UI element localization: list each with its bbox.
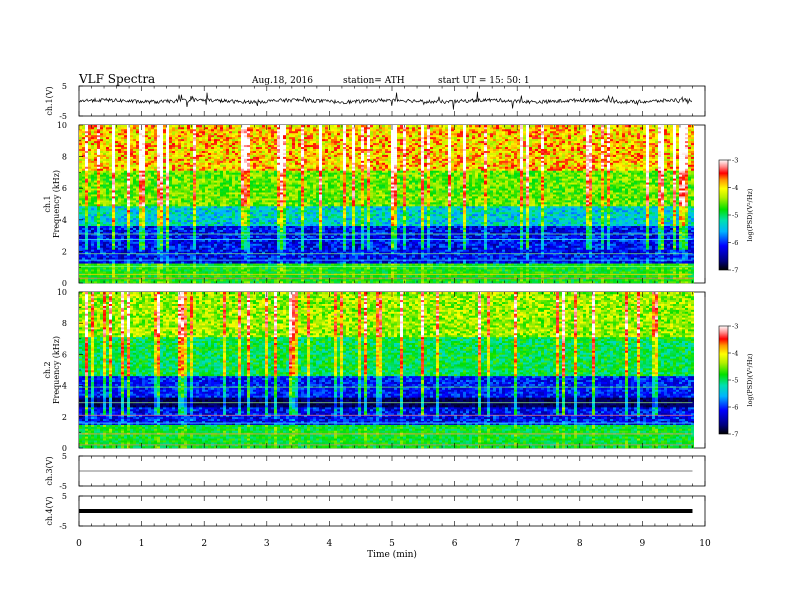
y-tick-label: 4 — [62, 382, 67, 391]
y-tick-label: 6 — [62, 350, 67, 359]
x-tick-label: 3 — [264, 539, 270, 549]
panel-channel-label: ch.2 — [43, 361, 52, 378]
x-tick-label: 8 — [577, 539, 583, 549]
y-tick-label: 0 — [62, 444, 67, 453]
date-label: Aug.18, 2016 — [251, 76, 313, 86]
colorbar-tick-label: -5 — [732, 212, 738, 220]
ch1-waveform-trace — [78, 91, 693, 110]
y-axis-label: ch.4(V) — [45, 496, 54, 525]
colorbar-tick-label: -6 — [732, 404, 738, 412]
start-time-label: start UT = 15: 50: 1 — [438, 76, 530, 86]
x-tick-label: 7 — [514, 539, 520, 549]
y-tick-label: 0 — [62, 279, 67, 288]
colorbar-tick-label: -7 — [732, 267, 738, 275]
colorbar — [718, 325, 729, 435]
y-axis-label: Frequency (kHz) — [52, 170, 61, 238]
y-tick-label: 2 — [62, 413, 67, 422]
y-tick-label: 5 — [62, 452, 67, 461]
figure-title: VLF Spectra — [78, 72, 155, 86]
x-tick-label: 4 — [327, 539, 333, 549]
y-tick-label: 10 — [57, 288, 67, 297]
colorbar-tick-label: -3 — [732, 157, 738, 165]
panel-channel-label: ch.1 — [43, 195, 52, 212]
y-tick-label: -5 — [59, 482, 67, 491]
y-tick-label: -5 — [59, 112, 67, 121]
y-tick-label: 2 — [62, 247, 67, 256]
y-tick-label: 4 — [62, 216, 67, 225]
ch1-spectrogram — [79, 125, 694, 284]
x-tick-label: 1 — [139, 539, 145, 549]
x-tick-label: 2 — [201, 539, 207, 549]
x-tick-label: 10 — [699, 539, 711, 549]
x-tick-label: 0 — [76, 539, 82, 549]
colorbar — [718, 159, 729, 271]
y-tick-label: 5 — [62, 492, 67, 501]
y-tick-label: 8 — [62, 319, 67, 328]
x-axis-label: Time (min) — [367, 549, 417, 560]
y-tick-label: -5 — [59, 522, 67, 531]
colorbar-tick-label: -3 — [732, 323, 738, 331]
y-axis-label: ch.3(V) — [45, 456, 54, 485]
colorbar-label: log(PSD)(V²/Hz) — [746, 353, 754, 406]
colorbar-tick-label: -6 — [732, 239, 738, 247]
y-tick-label: 6 — [62, 184, 67, 193]
ch2-spectrogram — [79, 292, 694, 449]
x-tick-label: 9 — [640, 539, 646, 549]
station-label: station= ATH — [343, 76, 405, 86]
colorbar-label: log(PSD)(V²/Hz) — [746, 188, 754, 241]
y-axis-label: ch.1(V) — [45, 86, 54, 115]
y-tick-label: 5 — [62, 82, 67, 91]
x-tick-label: 6 — [452, 539, 458, 549]
y-axis-label: Frequency (kHz) — [52, 336, 61, 404]
colorbar-tick-label: -5 — [732, 377, 738, 385]
y-tick-label: 8 — [62, 153, 67, 162]
colorbar-tick-label: -4 — [732, 184, 738, 192]
y-tick-label: 10 — [57, 121, 67, 130]
colorbar-tick-label: -4 — [732, 350, 738, 358]
colorbar-tick-label: -7 — [732, 431, 738, 439]
x-tick-label: 5 — [389, 539, 395, 549]
